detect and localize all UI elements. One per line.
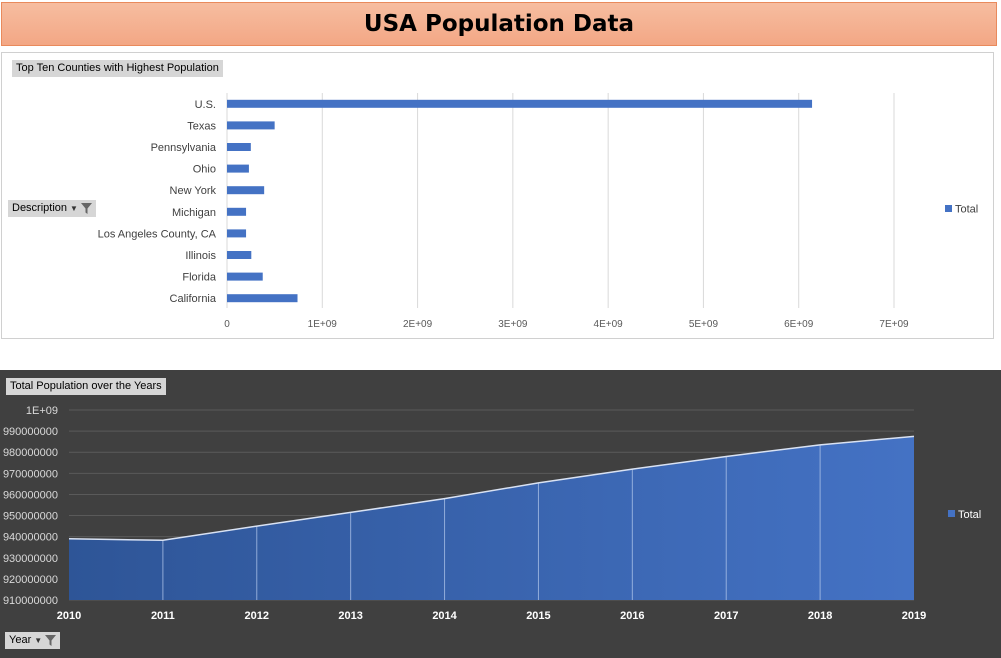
x-tick-label: 1E+09	[308, 319, 338, 330]
legend-label: Total	[955, 204, 978, 216]
y-tick-label: 920000000	[3, 574, 58, 586]
bar-chart-panel: 0 1E+09 2E+09 3E+09 4E+09 5E+09 6E+09 7E+09 U.S.…	[1, 52, 994, 339]
bar	[227, 121, 275, 130]
legend-swatch	[948, 510, 955, 517]
x-tick-label: 2011	[151, 610, 175, 622]
bar	[227, 272, 263, 281]
dropdown-arrow-icon: ▼	[70, 204, 78, 213]
y-tick-label: New York	[170, 185, 217, 197]
x-tick-label: 2015	[526, 610, 550, 622]
bar-chart-title-button[interactable]: Top Ten Counties with Highest Population	[12, 60, 223, 77]
legend-label: Total	[958, 509, 981, 521]
y-tick-label: Illinois	[185, 250, 216, 262]
filter-funnel-icon	[80, 203, 92, 214]
x-tick-label: 3E+09	[498, 319, 528, 330]
bar	[227, 164, 249, 173]
bar-chart: 0 1E+09 2E+09 3E+09 4E+09 5E+09 6E+09 7E+09 U.S.…	[98, 93, 978, 330]
x-tick-label: 2E+09	[403, 319, 433, 330]
y-tick-label: Ohio	[193, 164, 216, 176]
y-tick-label: California	[170, 293, 217, 305]
bar	[227, 251, 252, 259]
x-tick-label: 0	[224, 319, 230, 330]
y-tick-label: Michigan	[172, 207, 216, 219]
x-tick-label: 6E+09	[784, 319, 814, 330]
x-tick-label: 2013	[338, 610, 362, 622]
x-tick-label: 5E+09	[689, 319, 719, 330]
y-tick-label: 960000000	[3, 489, 58, 501]
bar	[227, 99, 813, 108]
area-chart-title-button[interactable]: Total Population over the Years	[6, 378, 166, 395]
area-chart: 910000000 920000000 930000000 940000000 9500…	[3, 405, 981, 622]
year-filter-label: Year	[9, 634, 32, 646]
x-tick-label: 2018	[808, 610, 832, 622]
y-tick-label: 1E+09	[26, 405, 58, 417]
bar	[227, 186, 265, 195]
bar	[227, 294, 298, 303]
x-tick-label: 2012	[245, 610, 269, 622]
x-tick-label: 2010	[57, 610, 81, 622]
bar	[227, 207, 247, 216]
legend-swatch	[945, 205, 952, 212]
y-tick-label: 980000000	[3, 447, 58, 459]
y-tick-label: 990000000	[3, 426, 58, 438]
description-filter-button[interactable]: Description ▼	[8, 200, 96, 217]
year-filter-button[interactable]: Year ▼	[5, 632, 61, 649]
y-tick-label: 930000000	[3, 553, 58, 565]
x-tick-label: 4E+09	[594, 319, 624, 330]
x-tick-label: 2016	[620, 610, 644, 622]
x-tick-label: 2017	[714, 610, 738, 622]
bar	[227, 229, 247, 238]
y-tick-label: 950000000	[3, 511, 58, 523]
y-tick-label: Los Angeles County, CA	[98, 228, 217, 240]
y-tick-label: Pennsylvania	[151, 142, 217, 154]
bar	[227, 143, 251, 151]
area-series	[69, 436, 914, 600]
area-chart-panel: 910000000 920000000 930000000 940000000 9500…	[0, 370, 1001, 658]
bar-chart-title: Top Ten Counties with Highest Population	[16, 62, 219, 74]
y-tick-label: 940000000	[3, 532, 58, 544]
description-filter-label: Description	[12, 202, 68, 214]
title-banner: USA Population Data	[1, 2, 997, 46]
y-tick-label: U.S.	[195, 99, 216, 111]
x-tick-label: 2014	[432, 610, 457, 622]
y-tick-label: 910000000	[3, 595, 58, 607]
y-tick-label: Florida	[182, 272, 217, 284]
x-tick-label: 2019	[902, 610, 926, 622]
area-chart-title: Total Population over the Years	[10, 380, 162, 392]
x-tick-label: 7E+09	[879, 319, 909, 330]
page-title: USA Population Data	[363, 11, 635, 37]
area-series-outline	[68, 435, 915, 542]
y-tick-label: Texas	[187, 120, 216, 132]
y-tick-label: 970000000	[3, 468, 58, 480]
filter-funnel-icon	[45, 635, 57, 646]
dropdown-arrow-icon: ▼	[34, 636, 43, 645]
